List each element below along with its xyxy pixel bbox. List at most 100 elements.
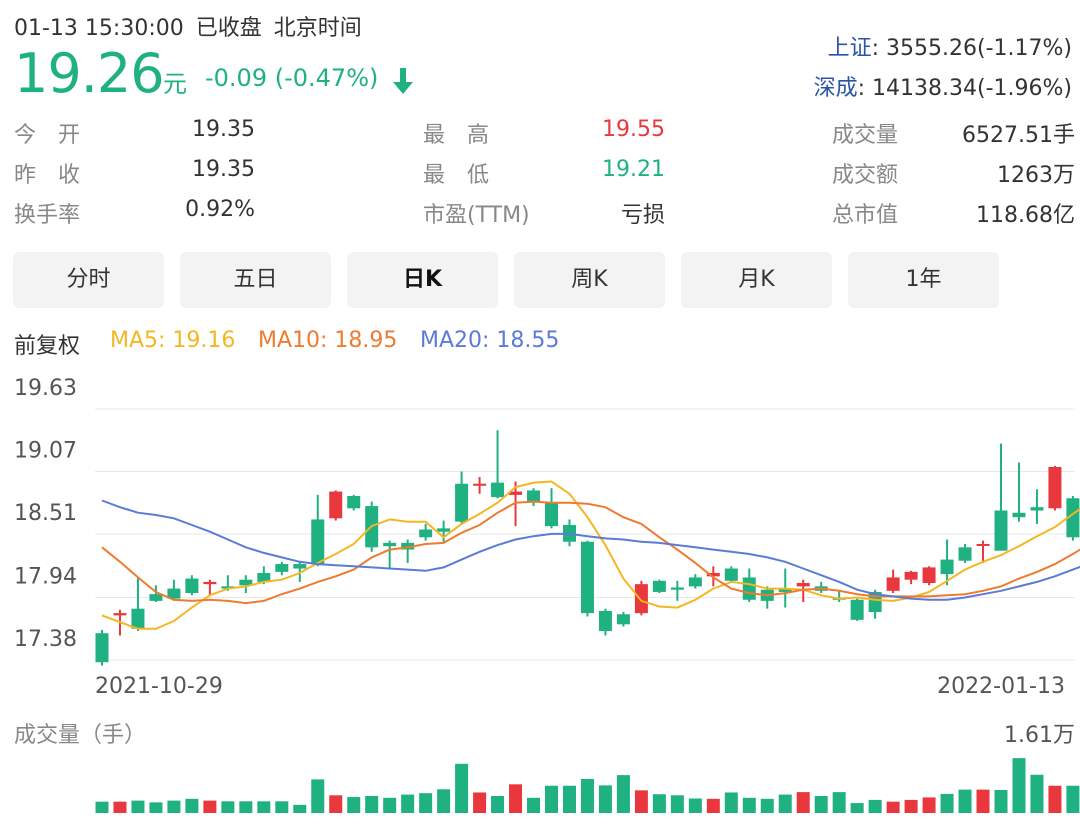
volume-bar: [976, 789, 990, 813]
y-tick-label: 17.94: [14, 565, 77, 590]
candle-body: [113, 613, 127, 616]
volume-bar: [149, 802, 163, 813]
stat-turnover-value: 0.92%: [185, 197, 255, 222]
stat-prev-close-value: 19.35: [192, 157, 255, 182]
volume-bar: [904, 799, 918, 813]
volume-bar: [221, 801, 235, 813]
stat-pe-value: 亏损: [620, 203, 665, 228]
index-value: : 14138.34(-1.96%): [857, 76, 1072, 101]
ma5-line: [101, 480, 1080, 630]
volume-bar: [455, 763, 469, 813]
candle-body: [149, 594, 163, 601]
tab-monthly-k[interactable]: 月K: [681, 252, 832, 308]
y-tick-label: 17.38: [14, 627, 77, 652]
market-status: 已收盘: [195, 16, 262, 41]
volume-bar: [1048, 785, 1062, 813]
tab-intraday[interactable]: 分时: [13, 252, 164, 308]
ma5-legend: MA5: 19.16: [110, 328, 236, 353]
stat-amount-value: 1263万: [997, 163, 1075, 188]
volume-bar: [994, 789, 1008, 813]
ma10-line: [101, 500, 1080, 605]
candle-body: [994, 510, 1008, 551]
candle-body: [652, 580, 666, 592]
arrow-down-icon: [393, 68, 413, 94]
candle-body: [257, 572, 271, 582]
candle-body: [1030, 507, 1044, 511]
stat-high-value: 19.55: [602, 117, 665, 142]
candle-body: [509, 491, 523, 495]
candle-body: [293, 564, 307, 569]
candle-body: [275, 564, 289, 572]
candle-body: [527, 490, 541, 503]
price-change: -0.09 (-0.47%): [205, 64, 379, 92]
volume-bar: [329, 795, 343, 813]
stat-volume-value: 6527.51手: [962, 123, 1075, 148]
volume-bar: [832, 792, 846, 813]
stat-amount-label: 成交额: [832, 163, 899, 188]
volume-bar: [760, 798, 774, 813]
candle-body: [221, 586, 235, 589]
candle-body: [185, 578, 199, 594]
volume-bar: [850, 803, 864, 813]
candle-body: [688, 577, 702, 587]
volume-bar: [1012, 758, 1026, 813]
candle-body: [131, 608, 145, 629]
timezone-label: 北京时间: [273, 16, 362, 41]
volume-bar: [419, 793, 433, 813]
volume-bar: [886, 801, 900, 813]
stat-low-value: 19.21: [602, 157, 665, 182]
volume-bar: [724, 792, 738, 813]
volume-bar: [365, 796, 379, 813]
candle-body: [311, 519, 325, 565]
volume-bar: [742, 797, 756, 813]
volume-bar: [239, 801, 253, 813]
tab-daily-k[interactable]: 日K: [347, 252, 498, 308]
quote-timestamp: 01-13 15:30:00 已收盘 北京时间: [14, 10, 374, 42]
index-shenzhen[interactable]: 深成: 14138.34(-1.96%): [814, 70, 1072, 102]
volume-label: 成交量（手）: [14, 723, 146, 748]
candle-body: [401, 542, 415, 550]
y-tick-label: 19.63: [14, 376, 77, 401]
index-shanghai[interactable]: 上证: 3555.26(-1.17%): [828, 30, 1072, 62]
x-end-label: 2022-01-13: [937, 674, 1065, 699]
candle-body: [419, 529, 433, 538]
y-tick-label: 18.51: [14, 501, 77, 526]
volume-bar: [814, 796, 828, 813]
tab-weekly-k[interactable]: 周K: [514, 252, 665, 308]
volume-bar: [95, 801, 109, 813]
candle-body: [203, 581, 217, 585]
volume-bar: [509, 784, 523, 813]
candle-body: [580, 541, 594, 614]
volume-bar: [113, 801, 127, 813]
stat-open-value: 19.35: [192, 117, 255, 142]
candle-body: [167, 588, 181, 599]
stat-pe-label: 市盈(TTM): [423, 203, 530, 228]
volume-bar: [652, 794, 666, 813]
candle-body: [616, 614, 630, 625]
adjust-mode-label[interactable]: 前复权: [14, 334, 81, 359]
stat-low-label: 最 低: [423, 163, 490, 188]
volume-bar: [437, 789, 451, 813]
candle-body: [922, 567, 936, 584]
tab-one-year[interactable]: 1年: [848, 252, 999, 308]
candle-body: [1066, 498, 1080, 538]
candle-body: [437, 528, 451, 532]
x-start-label: 2021-10-29: [95, 674, 223, 699]
volume-bar: [527, 797, 541, 813]
volume-bar: [958, 789, 972, 813]
volume-bar: [634, 790, 648, 813]
volume-bar: [293, 804, 307, 813]
volume-bar: [1066, 785, 1080, 813]
stat-volume-label: 成交量: [832, 123, 899, 148]
tab-five-day[interactable]: 五日: [180, 252, 331, 308]
volume-bar: [706, 798, 720, 813]
volume-bar: [940, 793, 954, 813]
volume-bar: [275, 801, 289, 813]
candle-body: [742, 577, 756, 600]
index-name: 深成: [813, 76, 858, 101]
volume-bar: [688, 798, 702, 813]
volume-bar: [580, 779, 594, 813]
quote-date: 01-13 15:30:00: [14, 16, 184, 41]
candle-body: [95, 633, 109, 663]
